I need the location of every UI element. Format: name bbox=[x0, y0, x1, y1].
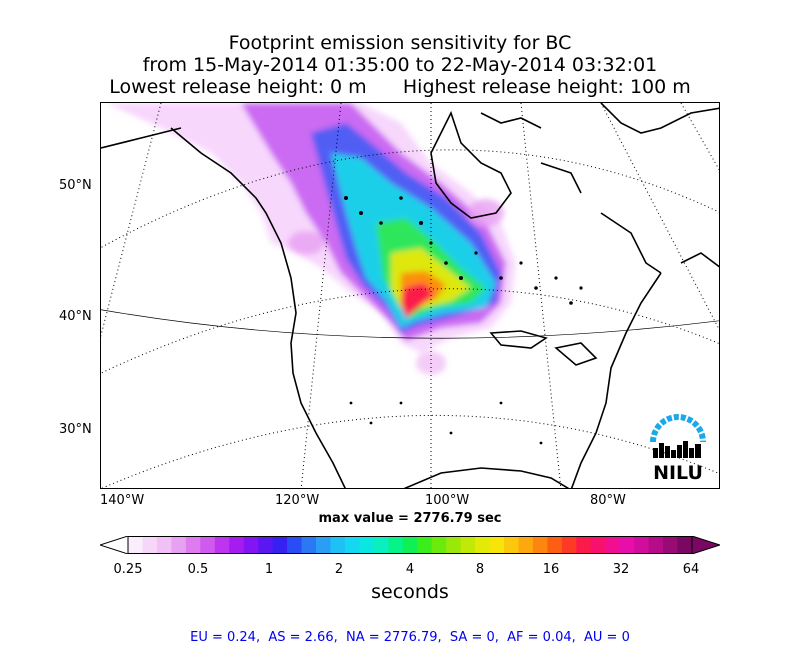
colorbar-cell bbox=[258, 536, 274, 554]
colorbar-cell bbox=[272, 536, 288, 554]
colorbar-tick-7: 32 bbox=[612, 562, 630, 577]
colorbar-cell bbox=[532, 536, 548, 554]
colorbar-cell bbox=[663, 536, 679, 554]
colorbar-cell bbox=[344, 536, 360, 554]
colorbar-cell bbox=[634, 536, 650, 554]
colorbar-cell bbox=[388, 536, 404, 554]
map-svg bbox=[101, 103, 719, 488]
colorbar-cell bbox=[446, 536, 462, 554]
colorbar-cell bbox=[605, 536, 621, 554]
colorbar-cell bbox=[402, 536, 418, 554]
colorbar-cell bbox=[142, 536, 158, 554]
region-totals-footer: EU = 0.24, AS = 2.66, NA = 2776.79, SA =… bbox=[190, 630, 630, 645]
colorbar-cell bbox=[330, 536, 346, 554]
colorbar-frame bbox=[127, 536, 693, 554]
colorbar-cell bbox=[576, 536, 592, 554]
lon-label-140w: 140°W bbox=[100, 493, 145, 508]
plume-patch-west bbox=[288, 231, 324, 255]
colorbar-cells bbox=[128, 536, 693, 554]
lon-label-100w: 100°W bbox=[425, 493, 470, 508]
coastlines bbox=[101, 103, 719, 488]
colorbar-cell bbox=[128, 536, 144, 554]
colorbar-cell bbox=[359, 536, 375, 554]
colorbar-arrow-right bbox=[691, 536, 720, 554]
colorbar-cell bbox=[518, 536, 534, 554]
colorbar-cell bbox=[504, 536, 520, 554]
nilu-logo: NILU bbox=[650, 414, 706, 482]
colorbar-tick-5: 8 bbox=[475, 562, 485, 577]
lat-label-40n: 40°N bbox=[59, 309, 92, 324]
colorbar-cell bbox=[475, 536, 491, 554]
colorbar-cell bbox=[547, 536, 563, 554]
colorbar-cell bbox=[171, 536, 187, 554]
colorbar-unit-label: seconds bbox=[371, 581, 449, 603]
border-parallel bbox=[101, 309, 719, 339]
colorbar-tick-4: 4 bbox=[405, 562, 415, 577]
colorbar-cell bbox=[648, 536, 664, 554]
colorbar-cell bbox=[287, 536, 303, 554]
lon-label-120w: 120°W bbox=[275, 493, 320, 508]
longitude-lines bbox=[101, 103, 719, 488]
colorbar-tick-6: 16 bbox=[542, 562, 560, 577]
colorbar-cell bbox=[156, 536, 172, 554]
colorbar-tick-3: 2 bbox=[334, 562, 344, 577]
plot-title-line-2: from 15-May-2014 01:35:00 to 22-May-2014… bbox=[142, 54, 658, 76]
colorbar-cell bbox=[200, 536, 216, 554]
footprint-plume bbox=[106, 103, 516, 375]
colorbar-cell bbox=[431, 536, 447, 554]
colorbar-cell bbox=[316, 536, 332, 554]
colorbar-cell bbox=[417, 536, 433, 554]
nilu-logo-text: NILU bbox=[653, 462, 703, 482]
colorbar-tick-1: 0.5 bbox=[187, 562, 209, 577]
plume-red bbox=[401, 283, 434, 318]
lakes bbox=[344, 196, 583, 445]
colorbar-tick-2: 1 bbox=[264, 562, 274, 577]
colorbar-tick-8: 64 bbox=[682, 562, 700, 577]
plot-title-line-1: Footprint emission sensitivity for BC bbox=[228, 32, 572, 54]
colorbar-cell bbox=[214, 536, 230, 554]
colorbar-cell bbox=[489, 536, 505, 554]
colorbar-cell bbox=[243, 536, 259, 554]
plot-title-line-3: Lowest release height: 0 m Highest relea… bbox=[109, 76, 691, 98]
colorbar-cell bbox=[185, 536, 201, 554]
latitude-lines bbox=[101, 149, 719, 488]
lon-label-80w: 80°W bbox=[590, 493, 626, 508]
lat-label-30n: 30°N bbox=[59, 422, 92, 437]
colorbar-tick-0: 0.25 bbox=[113, 562, 143, 577]
colorbar-cell bbox=[619, 536, 635, 554]
colorbar-arrow-left bbox=[100, 536, 129, 554]
colorbar-cell bbox=[460, 536, 476, 554]
plume-patch-east bbox=[468, 199, 504, 227]
colorbar-cell bbox=[590, 536, 606, 554]
colorbar-cell bbox=[373, 536, 389, 554]
colorbar-cell bbox=[561, 536, 577, 554]
lat-label-50n: 50°N bbox=[59, 178, 92, 193]
max-value-label: max value = 2776.79 sec bbox=[318, 511, 502, 526]
map-panel bbox=[100, 102, 720, 489]
colorbar bbox=[100, 536, 720, 554]
colorbar-cell bbox=[229, 536, 245, 554]
colorbar-cell bbox=[301, 536, 317, 554]
colorbar-cell bbox=[677, 536, 693, 554]
